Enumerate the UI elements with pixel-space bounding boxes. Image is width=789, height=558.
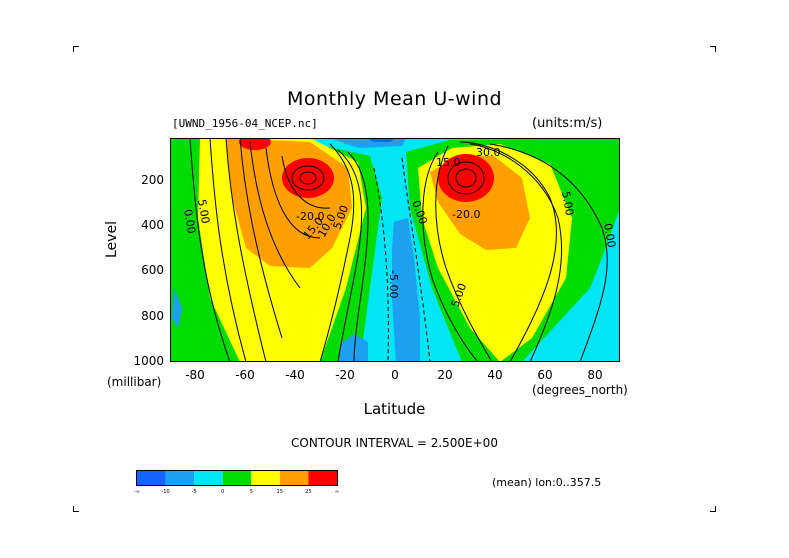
colorbar-swatch: [308, 471, 337, 485]
colorbar-label: ∞: [334, 489, 340, 495]
units-label: (units:m/s): [532, 116, 603, 131]
x-tick-label: 20: [437, 368, 453, 382]
crop-mark-bottom-left: [73, 506, 79, 512]
y-tick-label: 800: [141, 308, 164, 323]
colorbar-label: 25: [305, 489, 312, 495]
x-axis-unit: (degrees_north): [532, 383, 628, 397]
contour-label: -5.00: [387, 270, 400, 298]
colorbar-swatch: [251, 471, 280, 485]
contour-label: 0.00: [601, 222, 618, 248]
jet-core-north: [438, 154, 494, 202]
contour-interval-label: CONTOUR INTERVAL = 2.500E+00: [291, 436, 498, 450]
colorbar-swatch: [222, 471, 252, 485]
crop-mark-top-left: [73, 46, 79, 52]
y-axis-unit: (millibar): [107, 375, 162, 389]
y-tick-label: 400: [141, 218, 164, 233]
contour-label: 5.00: [195, 198, 212, 224]
contour-label: 15.0: [436, 156, 461, 169]
x-tick-label: -40: [285, 368, 305, 382]
plot-frame: [170, 138, 620, 362]
contour-label: 5.00: [559, 190, 576, 216]
jet-core-south: [282, 158, 334, 198]
crop-mark-bottom-right: [710, 506, 716, 512]
colorbar-label: -5: [191, 489, 197, 495]
colorbar-frame: [136, 470, 338, 486]
colorbar-swatch: [165, 471, 195, 485]
x-tick-label: -60: [235, 368, 255, 382]
x-tick-label: 80: [587, 368, 603, 382]
colorbar-label: -10: [161, 489, 170, 495]
x-tick-label: 40: [487, 368, 503, 382]
colorbar-swatch: [137, 471, 166, 485]
contour-plot: 0.00 5.00 -20.0 15.0 10.0 5.00 0.00 15.0…: [170, 138, 620, 362]
y-tick-label: 1000: [133, 354, 164, 368]
contour-label: -20.0: [296, 210, 324, 223]
crop-mark-top-right: [710, 46, 716, 52]
contour-label: -20.0: [452, 208, 480, 221]
colorbar-label: 5: [249, 489, 253, 495]
x-tick-label: 0: [391, 368, 399, 382]
mean-info-label: (mean) lon:0..357.5: [492, 476, 602, 489]
region-neg-tropical-column: [392, 218, 420, 362]
jet-core-south-upper: [239, 138, 271, 150]
y-axis-label: Level: [104, 221, 120, 258]
colorbar-swatch: [194, 471, 223, 485]
x-tick-label: -20: [335, 368, 355, 382]
x-axis-label: Latitude: [363, 400, 426, 418]
y-tick-label: 200: [141, 172, 164, 187]
dataset-label: [UWND_1956-04_NCEP.nc]: [172, 117, 318, 130]
contour-label: 30.0: [476, 146, 501, 159]
colorbar: [136, 470, 338, 486]
colorbar-label: 0: [221, 489, 225, 495]
x-tick-label: 60: [537, 368, 553, 382]
contour-lines: [189, 138, 608, 362]
x-tick-label: -80: [185, 368, 205, 382]
region-neg-south-left: [172, 288, 182, 328]
colorbar-label: 15: [276, 489, 284, 495]
colorbar-swatch: [279, 471, 309, 485]
colorbar-label: -∞: [134, 489, 140, 495]
y-tick-label: 600: [141, 263, 164, 278]
contour-labels: 0.00 5.00 -20.0 15.0 10.0 5.00 0.00 15.0…: [181, 146, 618, 309]
region-neg-equatorial-bottom: [338, 334, 368, 362]
contour-label: 0.00: [181, 208, 198, 234]
chart-title: Monthly Mean U-wind: [286, 88, 503, 110]
